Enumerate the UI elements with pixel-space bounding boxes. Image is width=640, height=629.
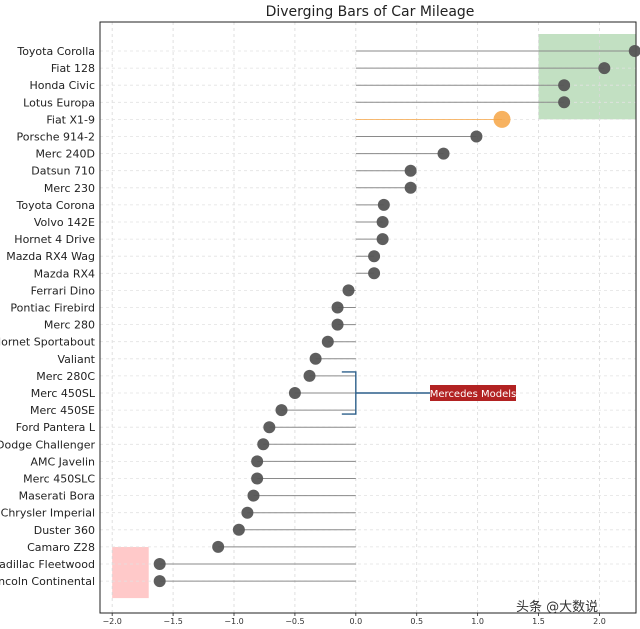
dot-10	[376, 216, 389, 228]
y-label-1: Fiat 128	[51, 62, 95, 75]
y-label-4: Fiat X1-9	[46, 113, 95, 126]
plot-frame	[99, 21, 637, 614]
dot-22	[263, 421, 276, 434]
y-label-27: Chrysler Imperial	[1, 507, 95, 520]
annotation-label: Mercedes Models	[430, 389, 516, 400]
highlight-region-1	[112, 547, 149, 599]
chart-title: Diverging Bars of Car Mileage	[266, 4, 475, 20]
y-label-5: Porsche 914-2	[17, 131, 95, 144]
x-tick-label-6: 1.0	[471, 617, 484, 626]
x-tick-label-8: 2.0	[593, 617, 606, 626]
dot-27	[241, 506, 254, 519]
y-label-30: Cadillac Fleetwood	[0, 558, 95, 571]
dot-1	[598, 62, 611, 75]
y-label-6: Merc 240D	[35, 148, 95, 161]
y-label-8: Merc 230	[44, 182, 95, 195]
highlight-regions	[112, 34, 636, 599]
dot-8	[404, 181, 417, 194]
y-label-7: Datsun 710	[31, 165, 95, 178]
dots	[153, 45, 640, 588]
y-label-24: AMC Javelin	[30, 455, 95, 468]
annotation-bracket	[341, 371, 357, 415]
dot-19	[303, 369, 316, 382]
y-label-10: Volvo 142E	[34, 216, 95, 229]
y-label-2: Honda Civic	[29, 79, 95, 92]
annotation-box	[430, 385, 516, 401]
dot-29	[212, 540, 225, 553]
x-tick-labels: −2.0 −1.5 −1.0 −0.5 0.0 0.5 1.0 1.5 2.0	[102, 613, 606, 626]
dot-13	[368, 267, 381, 280]
dot-17	[321, 335, 334, 348]
y-label-19: Merc 280C	[36, 370, 95, 383]
dot-7	[404, 164, 417, 177]
dot-0	[628, 45, 640, 57]
dot-9	[377, 198, 390, 211]
dot-31	[153, 575, 166, 588]
y-label-14: Ferrari Dino	[31, 284, 96, 297]
y-label-20: Merc 450SL	[31, 387, 96, 400]
x-tick-label-3: −0.5	[285, 617, 304, 626]
x-tick-label-5: 0.5	[410, 617, 423, 626]
y-label-26: Maserati Bora	[19, 490, 95, 503]
y-label-25: Merc 450SLC	[23, 473, 95, 486]
dot-30	[153, 558, 166, 570]
y-label-23: Dodge Challenger	[0, 438, 95, 451]
y-label-0: Toyota Corolla	[16, 45, 95, 58]
dot-26	[247, 489, 260, 502]
y-label-17: Hornet Sportabout	[0, 336, 96, 349]
dot-21	[275, 404, 288, 417]
dot-12	[368, 250, 381, 263]
y-label-15: Pontiac Firebird	[10, 302, 95, 315]
y-label-13: Mazda RX4	[34, 267, 95, 280]
highlight-region-0	[538, 34, 636, 120]
dot-14	[342, 284, 355, 297]
dot-4	[493, 110, 511, 128]
y-label-16: Merc 280	[44, 319, 95, 332]
y-label-22: Ford Pantera L	[16, 421, 96, 434]
dot-23	[257, 438, 270, 451]
y-label-12: Mazda RX4 Wag	[6, 250, 95, 263]
dot-3	[558, 96, 571, 109]
dot-11	[376, 233, 389, 246]
y-label-9: Toyota Corona	[15, 199, 95, 212]
y-labels: Toyota Corolla Fiat 128 Honda Civic Lotus E…	[0, 45, 96, 588]
dot-28	[232, 523, 245, 536]
y-label-28: Duster 360	[34, 524, 95, 537]
x-tick-label-7: 1.5	[532, 617, 545, 626]
y-label-29: Camaro Z28	[27, 541, 95, 554]
y-label-11: Hornet 4 Drive	[14, 233, 95, 246]
dot-2	[558, 79, 571, 92]
dot-6	[437, 147, 450, 160]
dot-25	[251, 472, 264, 485]
x-tick-label-2: −1.0	[224, 617, 243, 626]
x-tick-label-1: −1.5	[163, 617, 182, 626]
mercedes-annotation: Mercedes Models	[341, 371, 516, 415]
y-label-31: Lincoln Continental	[0, 575, 95, 588]
dot-20	[288, 387, 301, 399]
dot-5	[470, 130, 483, 143]
x-tick-label-0: −2.0	[102, 617, 121, 626]
dot-15	[331, 301, 344, 314]
dot-16	[331, 318, 344, 331]
watermark: 头条 @大数说	[516, 599, 598, 615]
y-label-18: Valiant	[57, 353, 95, 366]
dot-18	[309, 352, 322, 365]
stems	[159, 50, 635, 582]
x-tick-label-4: 0.0	[349, 617, 362, 626]
y-label-3: Lotus Europa	[23, 96, 95, 109]
dot-24	[251, 455, 264, 468]
y-label-21: Merc 450SE	[30, 404, 95, 417]
